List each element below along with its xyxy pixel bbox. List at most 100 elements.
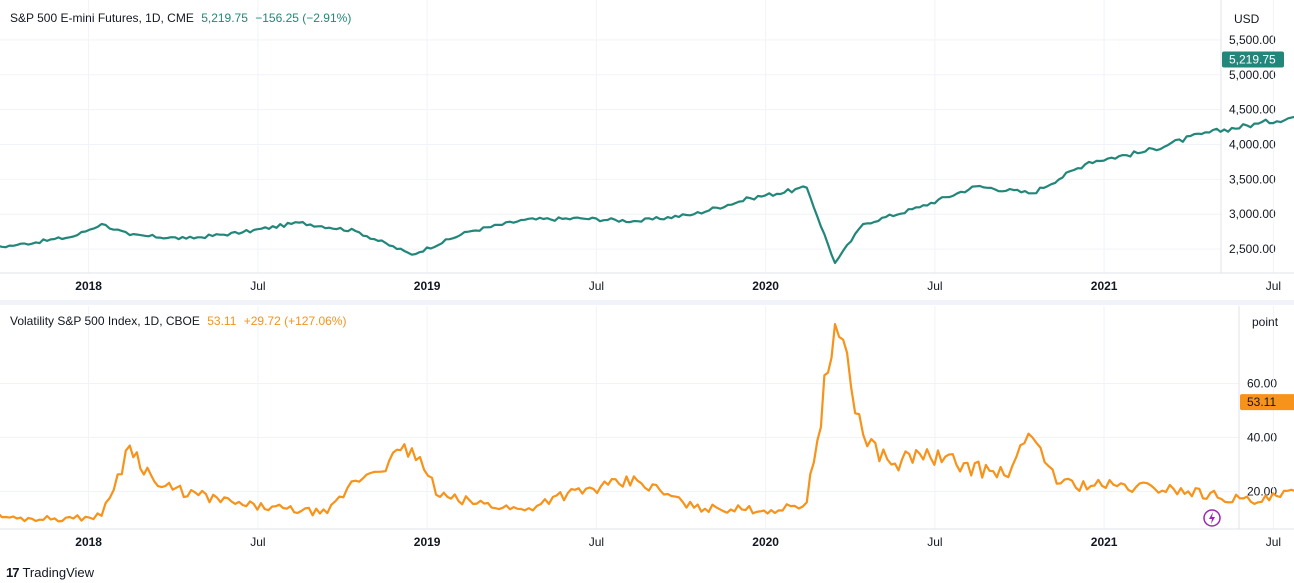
- x-tick-label: Jul: [589, 535, 604, 549]
- y-tick-label: 3,500.00: [1229, 172, 1276, 186]
- es-price-line-point: [73, 236, 75, 238]
- es-price-line-point: [101, 223, 103, 225]
- vix-line-point: [834, 323, 836, 325]
- x-tick-label: Jul: [1266, 279, 1281, 293]
- vix-line-point: [637, 480, 639, 482]
- es-price-line-point: [637, 220, 639, 222]
- x-tick-label: 2021: [1091, 279, 1118, 293]
- es-price-line-point: [1145, 151, 1147, 153]
- es-price-line-point: [129, 234, 131, 236]
- es-price-line-point: [919, 206, 921, 208]
- last-value-label: 5,219.75: [1229, 52, 1276, 66]
- es-price-line-point: [834, 262, 836, 264]
- es-legend: S&P 500 E-mini Futures, 1D, CME 5,219.75…: [10, 11, 355, 25]
- es-price-line: [0, 115, 1294, 265]
- vix-legend: Volatility S&P 500 Index, 1D, CBOE 53.11…: [10, 314, 350, 328]
- es-unit-label[interactable]: USD: [1234, 12, 1260, 26]
- es-price-line-point: [355, 230, 357, 232]
- pane-separator[interactable]: [0, 300, 1294, 305]
- vix-line-point: [129, 445, 131, 447]
- vix-line-point: [242, 504, 244, 506]
- x-tick-label: Jul: [250, 279, 265, 293]
- es-price-line-point: [975, 186, 977, 188]
- vix-line-point: [1257, 502, 1259, 504]
- x-tick-label: 2019: [414, 535, 441, 549]
- y-tick-label: 2,500.00: [1229, 242, 1276, 256]
- tradingview-logo-icon: 17: [6, 565, 20, 580]
- x-tick-label: Jul: [927, 535, 942, 549]
- tradingview-brand: TradingView: [22, 565, 95, 580]
- es-price-line-point: [862, 223, 864, 225]
- vix-line-point: [355, 480, 357, 482]
- es-price-line-point: [693, 213, 695, 215]
- es-pane[interactable]: 2,500.00 3,000.00 3,500.00 4,000.00 4,500.00…: [0, 0, 1294, 300]
- vix-line-point: [1060, 483, 1062, 485]
- y-tick-label: 5,000.00: [1229, 68, 1276, 82]
- x-tick-label: 2018: [75, 535, 102, 549]
- y-tick-label: 3,000.00: [1229, 207, 1276, 221]
- es-legend-change: −156.25 (−2.91%): [255, 11, 352, 25]
- vix-line-point: [693, 507, 695, 509]
- vix-line-point: [101, 515, 103, 517]
- vix-line-point: [778, 510, 780, 512]
- x-tick-label: 2018: [75, 279, 102, 293]
- es-price-line-point: [1257, 123, 1259, 125]
- lightning-icon[interactable]: [1203, 509, 1221, 527]
- vix-line-point: [157, 485, 159, 487]
- es-price-line-point: [242, 232, 244, 234]
- vix-line-point: [73, 518, 75, 520]
- vix-pane[interactable]: 20.00 40.00 60.00 Jul 2018 Jul 2019 Jul 2020 Jul 2…: [0, 306, 1294, 559]
- vix-line-point: [1003, 475, 1005, 477]
- vix-line-point: [862, 434, 864, 436]
- vix-legend-value: 53.11: [207, 314, 237, 328]
- y-tick-label: 20.00: [1247, 485, 1277, 499]
- y-tick-label: 5,500.00: [1229, 33, 1276, 47]
- last-value-badge: [1240, 394, 1294, 411]
- x-tick-label: Jul: [927, 279, 942, 293]
- vix-line-point: [326, 512, 328, 514]
- vix-line-point: [1032, 437, 1034, 439]
- x-tick-label: Jul: [250, 535, 265, 549]
- vix-line-point: [552, 496, 554, 498]
- vix-unit-label[interactable]: point: [1252, 315, 1279, 329]
- vix-line-point: [806, 502, 808, 504]
- tradingview-footer[interactable]: 17 TradingView: [6, 565, 94, 580]
- es-price-line-point: [580, 218, 582, 220]
- x-tick-label: Jul: [589, 279, 604, 293]
- es-price-line-point: [1201, 133, 1203, 135]
- vix-line-point: [16, 518, 18, 520]
- es-price-line-point: [806, 187, 808, 189]
- es-price-line-point: [1032, 193, 1034, 195]
- vix-line-point: [1173, 488, 1175, 490]
- es-price-line-point: [298, 222, 300, 224]
- last-value-badge: [1222, 51, 1284, 68]
- x-tick-label: 2020: [752, 535, 779, 549]
- es-price-line-point: [16, 244, 18, 246]
- y-tick-label: 4,500.00: [1229, 103, 1276, 117]
- y-tick-label: 4,000.00: [1229, 138, 1276, 152]
- vix-line-point: [919, 453, 921, 455]
- vix-line-point: [411, 448, 413, 450]
- x-tick-label: 2021: [1091, 535, 1118, 549]
- es-chart[interactable]: 2,500.00 3,000.00 3,500.00 4,000.00 4,500.00…: [0, 0, 1294, 300]
- vix-legend-title: Volatility S&P 500 Index, 1D, CBOE: [10, 314, 200, 328]
- x-tick-label: 2020: [752, 279, 779, 293]
- vix-line-point: [439, 496, 441, 498]
- es-legend-title: S&P 500 E-mini Futures, 1D, CME: [10, 11, 194, 25]
- x-tick-label: Jul: [1266, 535, 1281, 549]
- vix-legend-change: +29.72 (+127.06%): [243, 314, 347, 328]
- vix-chart[interactable]: 20.00 40.00 60.00 Jul 2018 Jul 2019 Jul 2020 Jul 2…: [0, 306, 1294, 559]
- vix-line-point: [1116, 485, 1118, 487]
- es-price-line-point: [524, 219, 526, 221]
- es-price-line-point: [750, 197, 752, 199]
- x-tick-label: 2019: [414, 279, 441, 293]
- last-value-label: 53.11: [1247, 395, 1276, 409]
- es-price-line-point: [185, 238, 187, 240]
- es-legend-value: 5,219.75: [201, 11, 248, 25]
- es-price-line-point: [1088, 161, 1090, 163]
- es-price-line-point: [468, 231, 470, 233]
- vix-line: [0, 323, 1294, 523]
- vix-line-point: [524, 510, 526, 512]
- y-tick-label: 60.00: [1247, 377, 1277, 391]
